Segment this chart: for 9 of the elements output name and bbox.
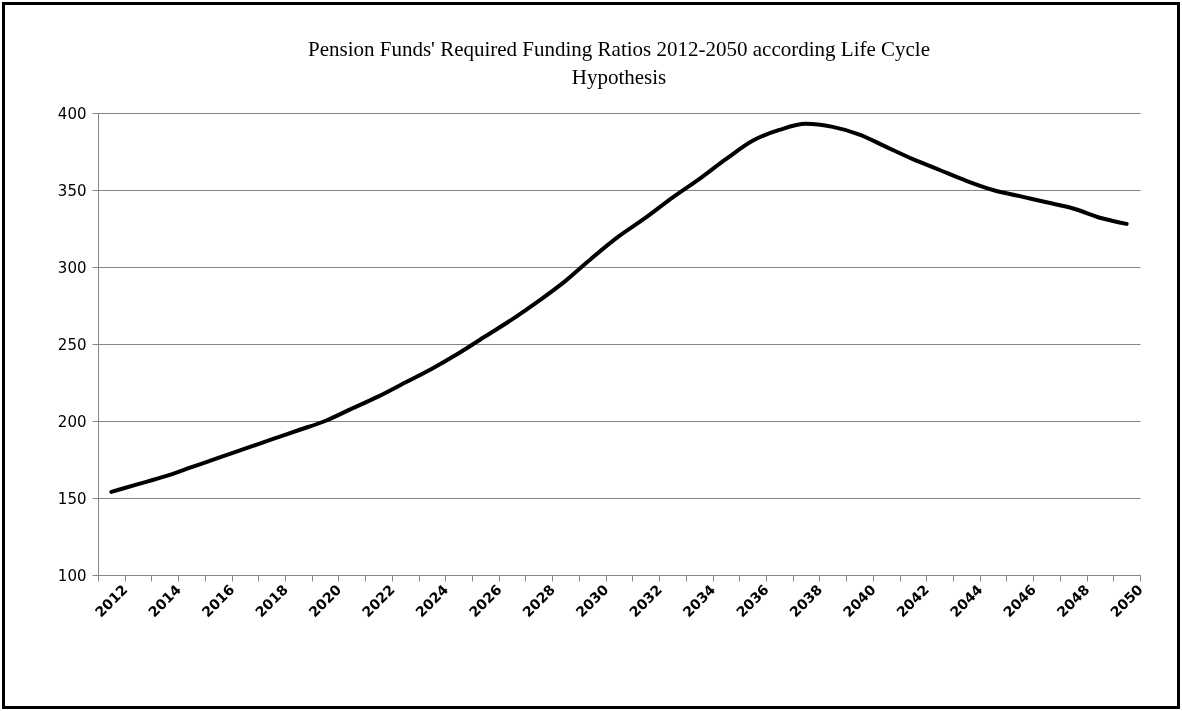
y-tick-label: 200: [57, 412, 87, 431]
chart-title: Pension Funds' Required Funding Ratios 2012-2050 according Life Cycle Hypothesis: [307, 37, 931, 89]
y-tick-label: 150: [57, 489, 87, 508]
y-tick-label: 250: [57, 335, 87, 354]
y-tick-label: 300: [57, 258, 87, 277]
y-tick-label: 350: [57, 181, 87, 200]
line-series: [109, 121, 1129, 494]
y-tick-label: 400: [57, 104, 87, 123]
y-tick-label: 100: [57, 566, 87, 585]
